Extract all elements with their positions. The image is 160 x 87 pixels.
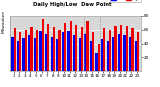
Bar [129,37,131,71]
Bar [62,32,64,71]
Bar [36,30,38,71]
Bar [45,34,47,71]
Legend: Low, High: Low, High [110,0,141,2]
Bar [131,28,133,71]
Text: Milwaukee: Milwaukee [2,10,6,33]
Bar [56,39,58,71]
Bar [98,44,100,71]
Bar [120,25,122,71]
Bar [25,30,27,71]
Bar [51,37,53,71]
Bar [17,41,19,71]
Bar [137,32,139,71]
Bar [92,32,94,71]
Bar [79,38,81,71]
Bar [103,28,105,71]
Bar [75,25,77,71]
Bar [28,35,30,71]
Bar [81,27,83,71]
Bar [86,21,89,71]
Bar [84,34,86,71]
Bar [34,38,36,71]
Bar [64,23,66,71]
Bar [126,26,128,71]
Bar [107,41,109,71]
Bar [39,31,42,71]
Bar [73,35,75,71]
Bar [101,39,103,71]
Bar [58,30,61,71]
Bar [90,41,92,71]
Bar [95,53,98,71]
Bar [23,38,25,71]
Bar [112,37,114,71]
Bar [114,26,117,71]
Bar [11,37,14,71]
Bar [109,30,111,71]
Bar [30,27,33,71]
Bar [14,28,16,71]
Bar [42,19,44,71]
Bar [118,34,120,71]
Bar [53,27,55,71]
Bar [70,21,72,71]
Text: Daily High/Low  Dew Point: Daily High/Low Dew Point [33,2,111,7]
Bar [19,32,21,71]
Bar [123,35,126,71]
Bar [67,31,70,71]
Bar [135,41,137,71]
Bar [47,24,49,71]
